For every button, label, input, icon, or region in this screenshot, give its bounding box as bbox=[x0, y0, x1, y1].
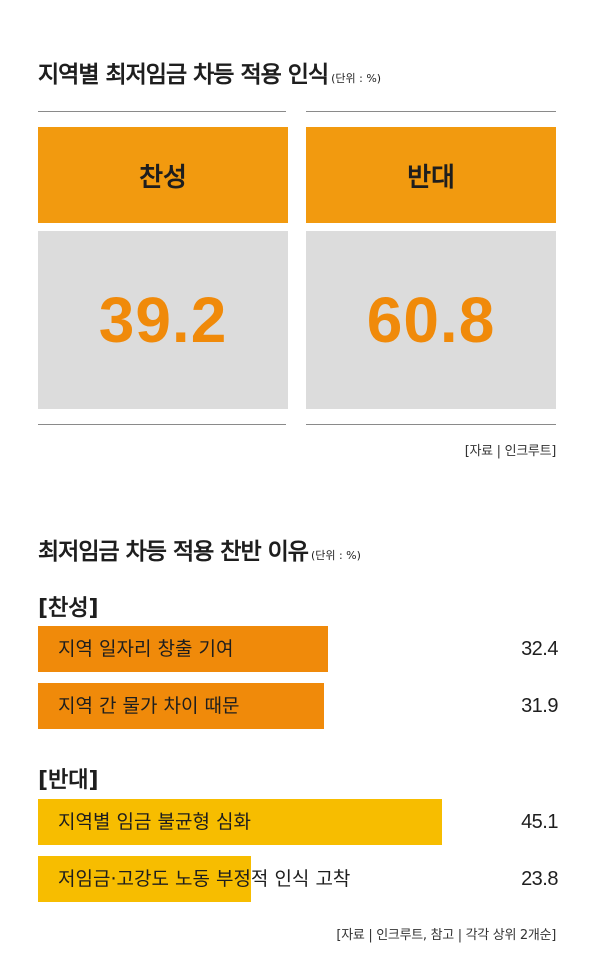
bar-row: 지역 간 물가 차이 때문 31.9 bbox=[38, 683, 558, 729]
group-label-approve: [찬성] bbox=[38, 596, 99, 621]
divider-line bbox=[38, 424, 286, 425]
source-note: [자료 | 인크루트] bbox=[464, 444, 557, 459]
bar bbox=[38, 626, 328, 672]
oppose-card: 반대 60.8 bbox=[306, 127, 556, 409]
divider-line bbox=[306, 111, 556, 112]
oppose-card-label: 반대 bbox=[306, 127, 556, 223]
bar bbox=[38, 856, 251, 902]
unit-label: (단위 : %) bbox=[331, 72, 382, 85]
oppose-card-value: 60.8 bbox=[306, 231, 556, 409]
bar-label: 지역별 임금 불균형 심화 bbox=[58, 811, 251, 833]
approve-card-value: 39.2 bbox=[38, 231, 288, 409]
bar-label: 저임금·고강도 노동 부정적 인식 고착 bbox=[58, 868, 351, 890]
bar-value-label: 31.9 bbox=[521, 695, 558, 717]
bar-label: 지역 일자리 창출 기여 bbox=[58, 638, 234, 660]
group-label-oppose: [반대] bbox=[38, 768, 99, 793]
bar-row: 지역별 임금 불균형 심화 45.1 bbox=[38, 799, 558, 845]
title-text: 지역별 최저임금 차등 적용 인식 bbox=[38, 62, 329, 88]
bar-value-label: 45.1 bbox=[521, 811, 558, 833]
approve-card-label: 찬성 bbox=[38, 127, 288, 223]
bar-row: 저임금·고강도 노동 부정적 인식 고착 23.8 bbox=[38, 856, 558, 902]
unit-label: (단위 : %) bbox=[310, 549, 361, 562]
bar-label: 지역 간 물가 차이 때문 bbox=[58, 695, 240, 717]
approve-card: 찬성 39.2 bbox=[38, 127, 288, 409]
divider-line bbox=[306, 424, 556, 425]
bar-value-label: 32.4 bbox=[521, 638, 558, 660]
chart-title-reasons: 최저임금 차등 적용 찬반 이유 (단위 : %) bbox=[38, 532, 361, 566]
chart-title-perception: 지역별 최저임금 차등 적용 인식 (단위 : %) bbox=[38, 55, 381, 89]
title-text: 최저임금 차등 적용 찬반 이유 bbox=[38, 539, 309, 565]
bar bbox=[38, 683, 324, 729]
divider-line bbox=[38, 111, 286, 112]
bar bbox=[38, 799, 442, 845]
source-note: [자료 | 인크루트, 참고 | 각각 상위 2개순] bbox=[336, 928, 556, 943]
bar-row: 지역 일자리 창출 기여 32.4 bbox=[38, 626, 558, 672]
bar-value-label: 23.8 bbox=[521, 868, 558, 890]
